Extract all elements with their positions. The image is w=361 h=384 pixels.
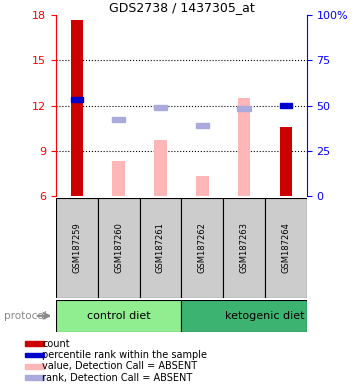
Bar (71, 98, 83, 102)
Text: GSM187264: GSM187264 (282, 222, 291, 273)
Bar (25, 353, 44, 357)
Bar (196, 176, 209, 196)
Bar (280, 127, 292, 196)
Bar (25, 376, 44, 380)
Text: ketogenic diet: ketogenic diet (225, 311, 305, 321)
FancyBboxPatch shape (56, 198, 98, 298)
Text: GSM187260: GSM187260 (114, 222, 123, 273)
Bar (25, 364, 44, 369)
Bar (112, 161, 125, 196)
Bar (25, 341, 44, 346)
Bar (238, 98, 251, 196)
Text: GSM187263: GSM187263 (240, 222, 249, 273)
FancyBboxPatch shape (223, 198, 265, 298)
Bar (71, 20, 83, 196)
Bar (196, 123, 209, 127)
Text: value, Detection Call = ABSENT: value, Detection Call = ABSENT (42, 361, 197, 371)
Bar (154, 140, 167, 196)
Text: rank, Detection Call = ABSENT: rank, Detection Call = ABSENT (42, 372, 192, 382)
FancyBboxPatch shape (181, 300, 307, 332)
Title: GDS2738 / 1437305_at: GDS2738 / 1437305_at (109, 1, 254, 14)
Bar (280, 104, 292, 108)
Text: GSM187261: GSM187261 (156, 222, 165, 273)
Bar (112, 117, 125, 122)
FancyBboxPatch shape (181, 198, 223, 298)
Text: control diet: control diet (87, 311, 151, 321)
Text: percentile rank within the sample: percentile rank within the sample (42, 350, 207, 360)
Bar (238, 106, 251, 111)
FancyBboxPatch shape (98, 198, 140, 298)
Text: GSM187262: GSM187262 (198, 222, 207, 273)
Text: GSM187259: GSM187259 (72, 222, 81, 273)
FancyBboxPatch shape (265, 198, 307, 298)
FancyBboxPatch shape (56, 300, 181, 332)
Bar (154, 105, 167, 109)
Text: count: count (42, 339, 70, 349)
Text: protocol: protocol (4, 311, 46, 321)
FancyBboxPatch shape (140, 198, 181, 298)
